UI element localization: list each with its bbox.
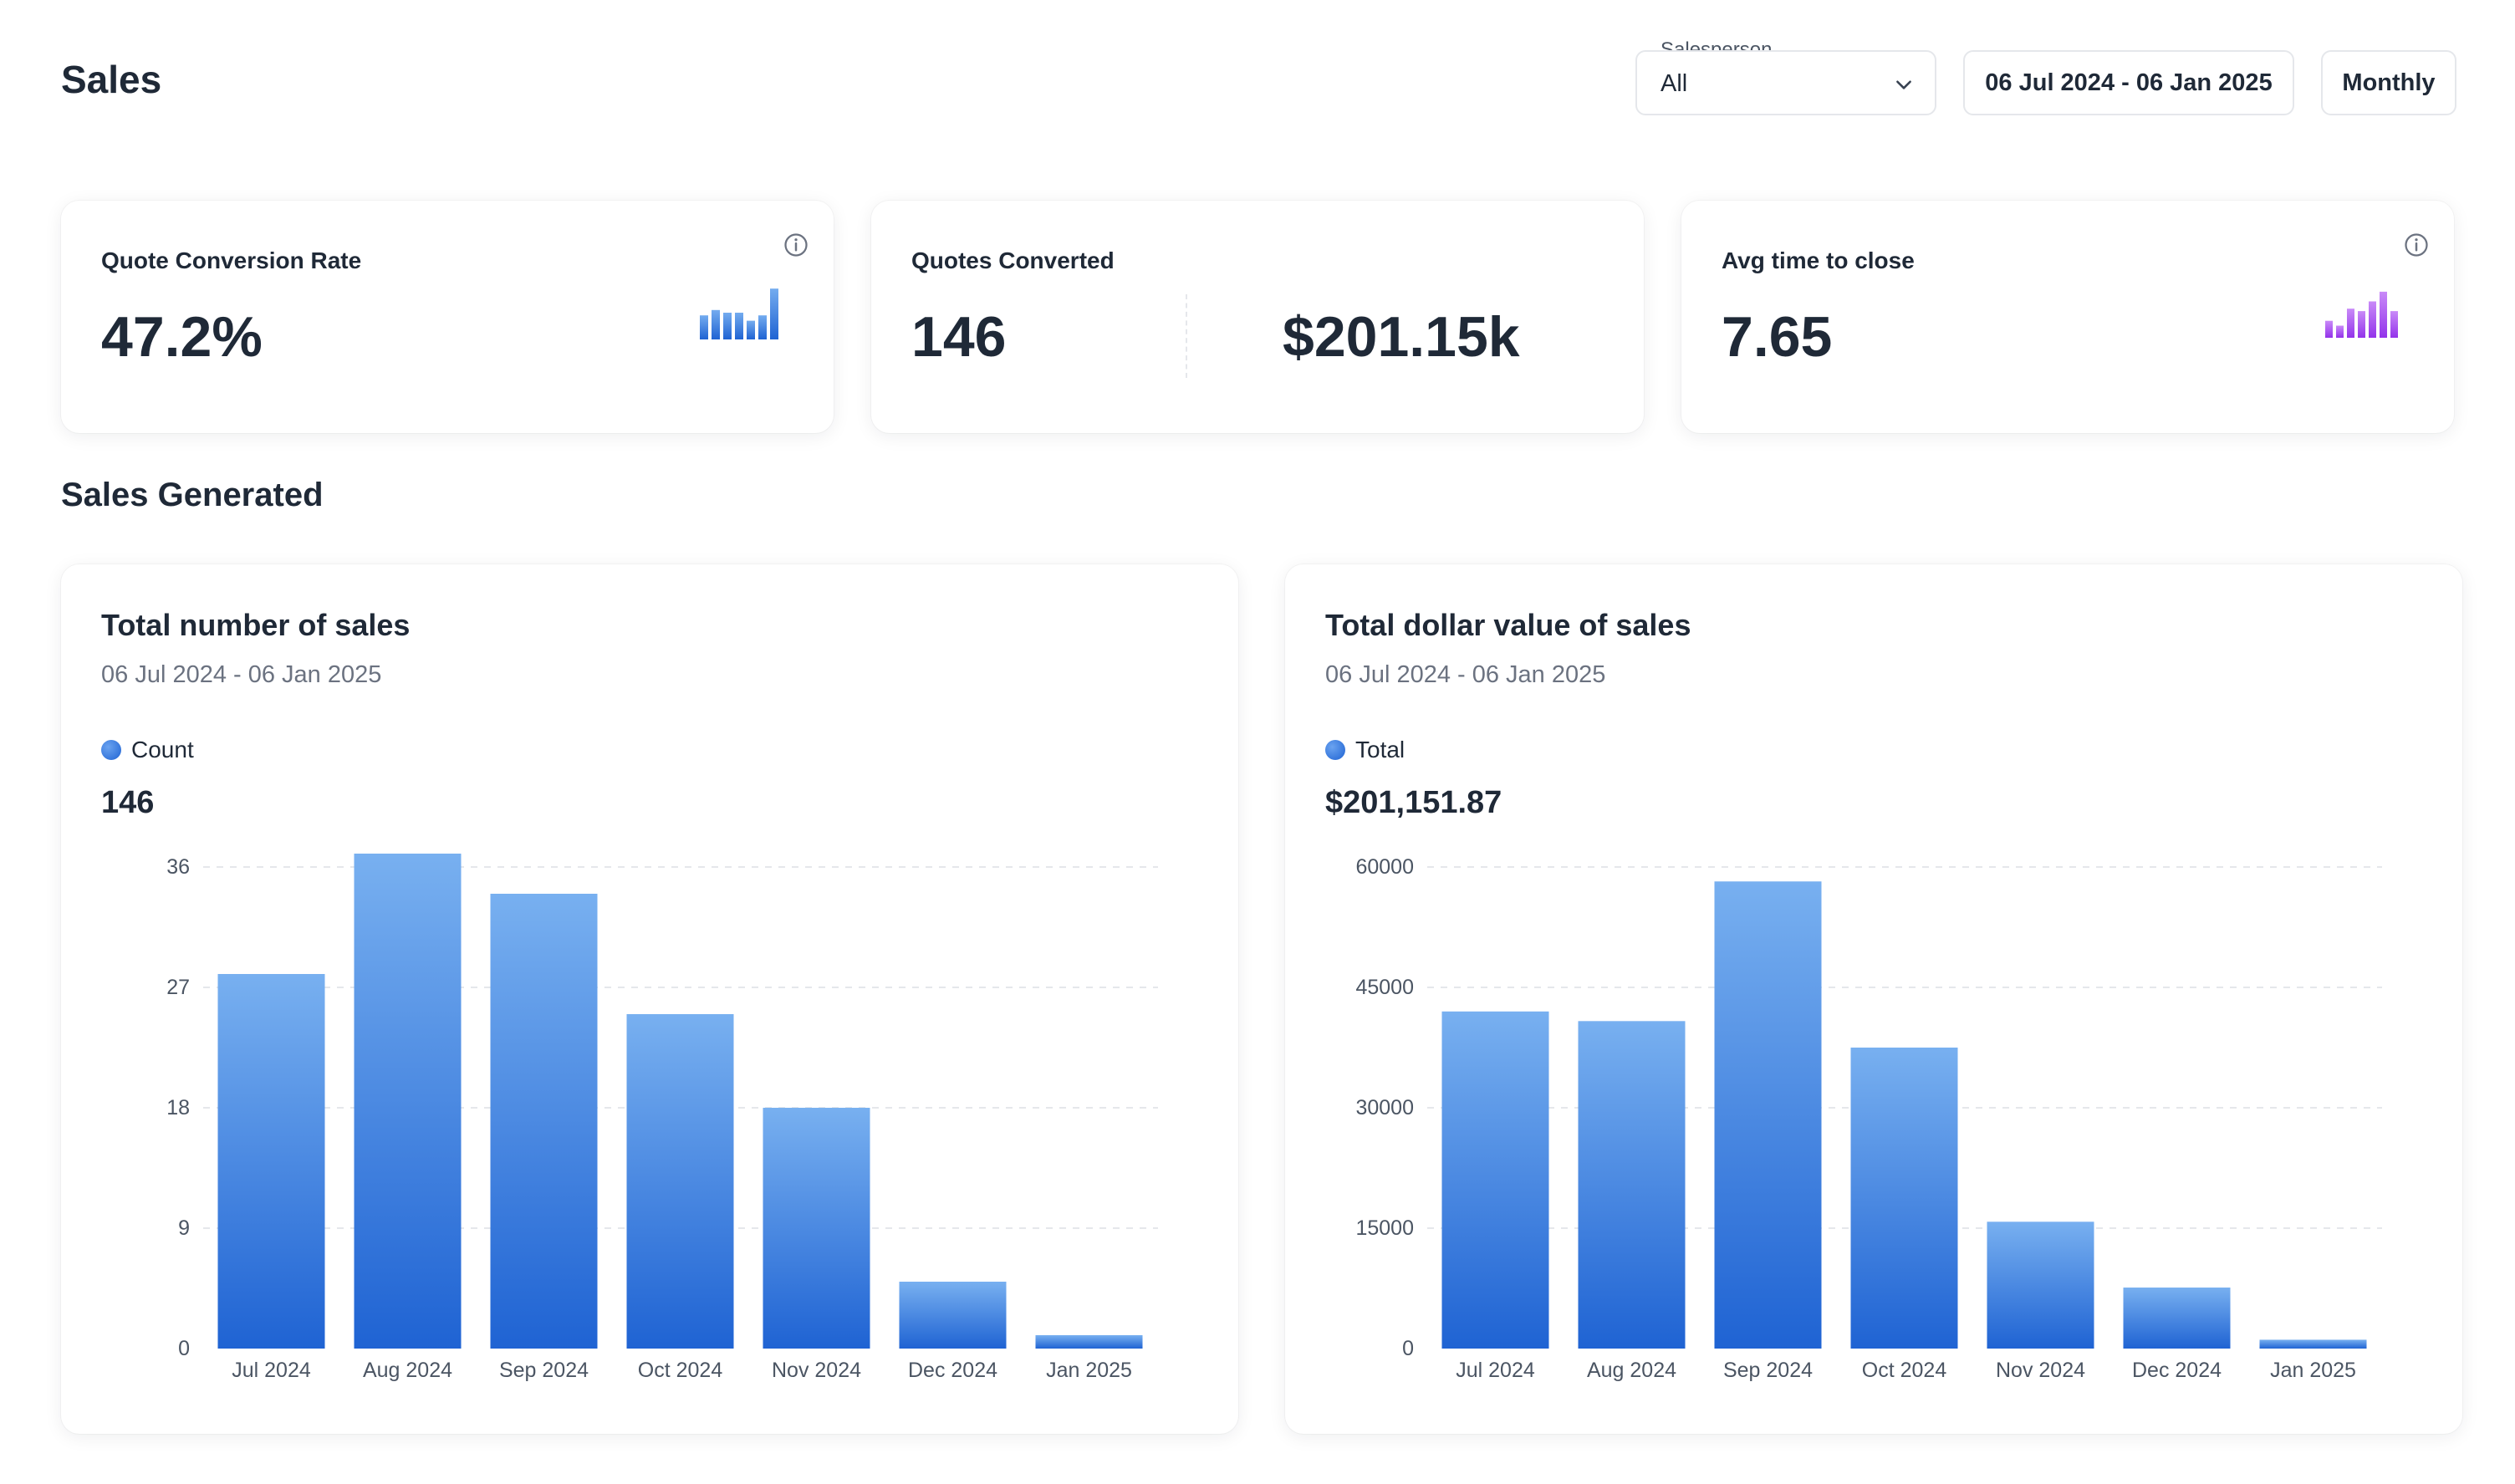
sparkline-bars-icon xyxy=(2325,291,2398,338)
kpi-value-amount: $201.15k xyxy=(1283,305,1520,369)
y-tick-label: 9 xyxy=(178,1216,190,1240)
sparkline-bars-icon xyxy=(700,288,778,339)
x-tick-label: Jul 2024 xyxy=(232,1359,311,1382)
kpi-divider xyxy=(1186,294,1187,378)
kpi-value-count: 146 xyxy=(911,305,1007,369)
section-title: Sales Generated xyxy=(61,477,324,513)
chart-total: $201,151.87 xyxy=(1325,785,1502,820)
spark-bar xyxy=(2369,301,2376,338)
x-tick-label: Nov 2024 xyxy=(1996,1359,2085,1382)
spark-bar xyxy=(712,309,720,339)
chart-legend: Count xyxy=(101,737,194,763)
bar[interactable] xyxy=(899,1282,1007,1349)
chart-legend: Total xyxy=(1325,737,1405,763)
x-tick-label: Oct 2024 xyxy=(1862,1359,1947,1382)
spark-bar xyxy=(2380,291,2387,338)
y-tick-label: 30000 xyxy=(1355,1096,1414,1119)
bar[interactable] xyxy=(763,1108,870,1349)
kpi-card-conversion-rate: Quote Conversion Rate 47.2% xyxy=(61,201,834,433)
y-tick-label: 0 xyxy=(178,1337,190,1360)
spark-bar xyxy=(758,315,767,339)
bar[interactable] xyxy=(2259,1339,2367,1349)
kpi-title: Quotes Converted xyxy=(911,247,1115,273)
x-tick-label: Jan 2025 xyxy=(2270,1359,2356,1382)
y-tick-label: 15000 xyxy=(1355,1216,1414,1240)
chart-card-sales-count: 0 9 18 27 36 Jul 2024 Aug 2024 Sep 2024 Oct 2024… xyxy=(61,564,1238,1434)
spark-bar xyxy=(770,288,778,339)
legend-dot xyxy=(1325,740,1345,760)
x-tick-label: Oct 2024 xyxy=(638,1359,723,1382)
y-tick-label: 18 xyxy=(166,1096,190,1119)
spark-bar xyxy=(700,315,708,339)
kpi-value: 47.2% xyxy=(101,305,263,369)
spark-bar xyxy=(2390,311,2398,338)
bar[interactable] xyxy=(1441,1011,1549,1349)
frequency-button[interactable]: Monthly xyxy=(2321,50,2456,115)
x-tick-label: Sep 2024 xyxy=(499,1359,589,1382)
bar[interactable] xyxy=(354,854,462,1349)
page-title: Sales xyxy=(61,58,162,101)
bar[interactable] xyxy=(217,974,325,1349)
x-tick-label: Jan 2025 xyxy=(1046,1359,1132,1382)
y-tick-label: 0 xyxy=(1402,1337,1414,1360)
kpi-card-quotes-converted: Quotes Converted 146 $201.15k xyxy=(871,201,1644,433)
kpi-title: Avg time to close xyxy=(1722,247,1915,273)
bar[interactable] xyxy=(1714,881,1822,1349)
bar[interactable] xyxy=(1578,1021,1686,1349)
bar-chart-sales-count: 0 9 18 27 36 Jul 2024 Aug 2024 Sep 2024 Oct 2024… xyxy=(166,854,1158,1382)
bar[interactable] xyxy=(1035,1335,1143,1349)
legend-label: Total xyxy=(1355,737,1405,762)
chart-total: 146 xyxy=(101,785,155,820)
y-tick-label: 45000 xyxy=(1355,976,1414,999)
y-tick-label: 60000 xyxy=(1355,855,1414,879)
chart-date-range: 06 Jul 2024 - 06 Jan 2025 xyxy=(1325,661,1606,688)
bar[interactable] xyxy=(1850,1048,1958,1349)
bar[interactable] xyxy=(490,894,598,1349)
spark-bar xyxy=(2347,309,2354,338)
chart-title: Total dollar value of sales xyxy=(1325,608,1691,642)
y-tick-label: 27 xyxy=(166,976,190,999)
bar[interactable] xyxy=(2123,1288,2231,1349)
legend-label: Count xyxy=(131,737,194,762)
spark-bar xyxy=(735,313,743,339)
chart-date-range: 06 Jul 2024 - 06 Jan 2025 xyxy=(101,661,382,688)
legend-dot xyxy=(101,740,121,760)
x-tick-label: Aug 2024 xyxy=(1587,1359,1676,1382)
bar[interactable] xyxy=(626,1014,734,1349)
x-tick-label: Aug 2024 xyxy=(363,1359,452,1382)
x-tick-label: Dec 2024 xyxy=(908,1359,997,1382)
info-icon[interactable] xyxy=(2404,232,2429,258)
spark-bar xyxy=(747,320,755,339)
bar-chart-sales-value: 0 15000 30000 45000 60000 Jul 2024 Aug 2024 Sep… xyxy=(1355,855,2382,1382)
x-tick-label: Sep 2024 xyxy=(1723,1359,1813,1382)
spark-bar xyxy=(2358,311,2365,338)
spark-bar xyxy=(723,313,732,339)
chevron-down-icon xyxy=(1896,80,1911,89)
x-tick-label: Nov 2024 xyxy=(772,1359,861,1382)
salesperson-value: All xyxy=(1661,70,1688,97)
x-tick-label: Dec 2024 xyxy=(2132,1359,2222,1382)
bar[interactable] xyxy=(1987,1221,2094,1349)
spark-bar xyxy=(2325,320,2333,338)
salesperson-select[interactable]: All xyxy=(1635,50,1936,115)
kpi-card-avg-time-to-close: Avg time to close 7.65 xyxy=(1681,201,2454,433)
date-range-button[interactable]: 06 Jul 2024 - 06 Jan 2025 xyxy=(1963,50,2294,115)
x-tick-label: Jul 2024 xyxy=(1456,1359,1535,1382)
chart-card-sales-value: 0 15000 30000 45000 60000 Jul 2024 Aug 2024 Sep… xyxy=(1285,564,2462,1434)
kpi-value: 7.65 xyxy=(1722,305,1833,369)
chart-title: Total number of sales xyxy=(101,608,411,642)
y-tick-label: 36 xyxy=(166,855,190,879)
info-icon[interactable] xyxy=(783,232,809,258)
spark-bar xyxy=(2336,325,2344,338)
kpi-title: Quote Conversion Rate xyxy=(101,247,362,273)
